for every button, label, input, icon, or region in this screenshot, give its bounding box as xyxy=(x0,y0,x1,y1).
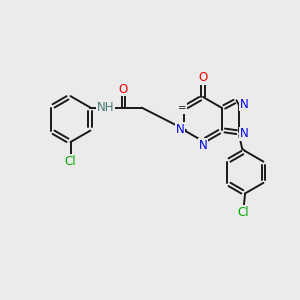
Text: Cl: Cl xyxy=(65,155,76,168)
Text: O: O xyxy=(119,82,128,95)
Text: O: O xyxy=(198,71,208,84)
Text: N: N xyxy=(199,139,207,152)
Text: =: = xyxy=(178,103,187,113)
Text: NH: NH xyxy=(97,101,115,114)
Text: N: N xyxy=(176,123,184,136)
Text: Cl: Cl xyxy=(238,206,249,219)
Text: N: N xyxy=(239,98,248,111)
Text: N: N xyxy=(239,128,248,140)
